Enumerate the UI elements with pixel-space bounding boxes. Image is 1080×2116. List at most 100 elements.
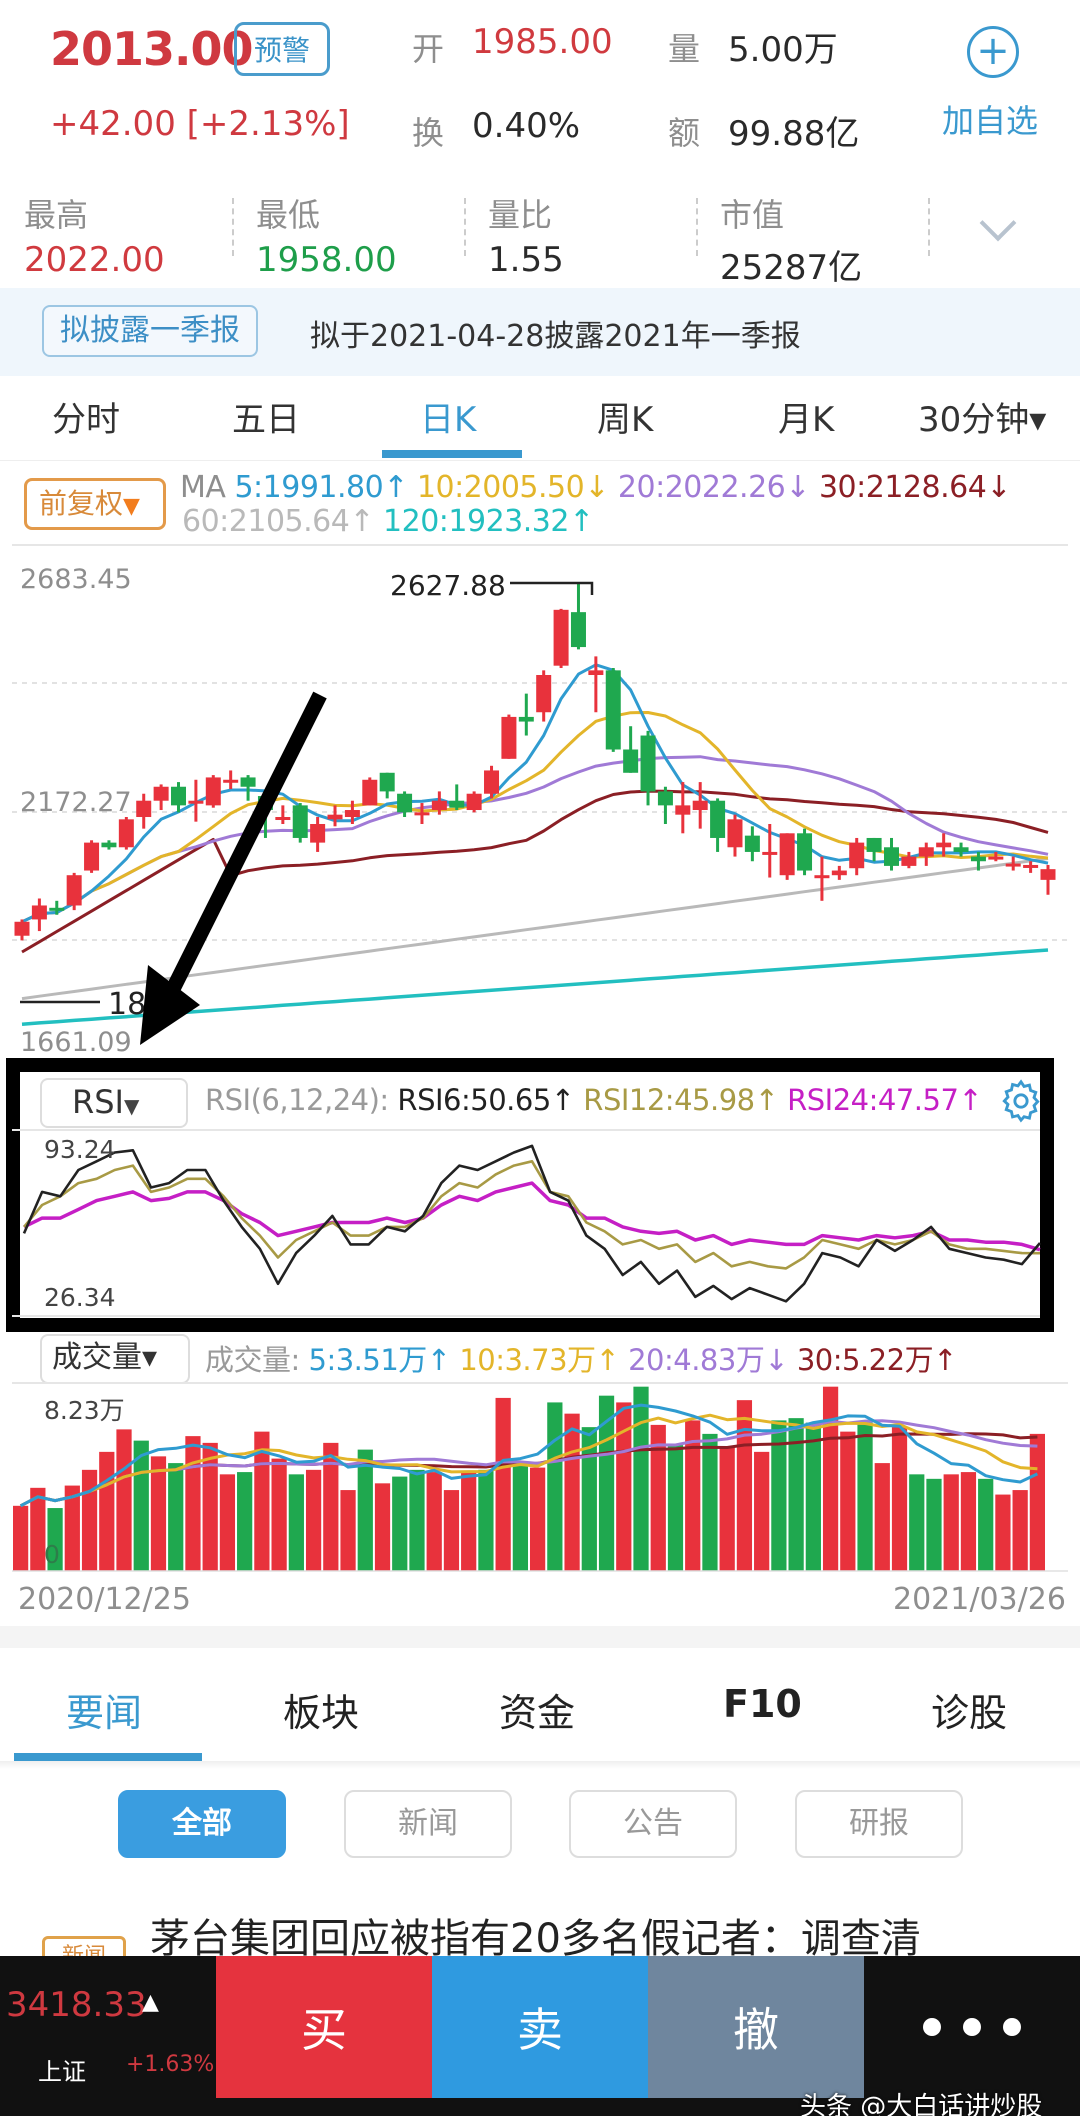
indicator-select-rsi[interactable]: RSI▼ [40,1078,188,1128]
divider [464,198,466,256]
stat-value: 1.55 [488,240,564,280]
ma10-value: 10:2005.50↓ [416,470,609,505]
amount-label: 额 [668,114,701,152]
price-adjust-dropdown[interactable]: 前复权▼ [24,478,166,530]
tab-capital-flow[interactable]: 资金 [499,1691,576,1735]
tab-five-day[interactable]: 五日 [232,400,300,440]
filter-all[interactable]: 全部 [118,1790,286,1858]
vol-ma20-value: 20:4.83万↓ [628,1343,789,1377]
ma20-value: 20:2022.26↓ [617,470,810,505]
svg-text:2683.45: 2683.45 [20,564,132,595]
tab-f10[interactable]: F10 [723,1682,802,1726]
volume-prefix: 成交量: [205,1343,300,1377]
vol-ma30-value: 30:5.22万↑ [796,1343,958,1377]
watermark: 头条 @大白话讲炒股 [800,2092,1043,2116]
svg-text:0: 0 [44,1540,60,1569]
turnover-value: 0.40% [472,106,581,146]
svg-text:8.23万: 8.23万 [44,1396,125,1425]
indicator-select-label: RSI [72,1083,124,1121]
gear-icon[interactable] [998,1078,1044,1124]
price-adjust-label: 前复权 [39,487,124,520]
divider [928,198,930,256]
svg-text:1661.09: 1661.09 [20,1027,132,1058]
svg-text:26.34: 26.34 [44,1283,116,1312]
volume-chart[interactable]: 8.23万 0 [0,1382,1080,1583]
date-start: 2020/12/25 [18,1582,191,1617]
highlight-box [6,1058,1054,1332]
index-name[interactable]: 上证 [38,2058,86,2086]
tab-monthly-k[interactable]: 月K [778,400,835,440]
divider [696,198,698,256]
active-tab-indicator [382,450,522,458]
stat-label: 量比 [488,196,553,234]
ma30-value: 30:2128.64↓ [818,470,1011,505]
stat-value: 2022.00 [24,240,165,280]
buy-button[interactable]: 买 [216,1956,432,2098]
more-dot-icon [1003,2018,1021,2036]
stat-label: 市值 [720,196,785,234]
triangle-down-icon: ▼ [123,1094,140,1118]
stat-value: 1958.00 [256,240,397,280]
more-dot-icon [923,2018,941,2036]
volume-value: 5.00万 [728,30,838,70]
triangle-down-icon: ▼ [123,494,140,519]
divider [0,460,1080,461]
indicator-select-volume[interactable]: 成交量▾ [40,1334,190,1384]
ma-prefix: MA [180,470,226,505]
tab-sectors[interactable]: 板块 [283,1691,360,1735]
ma-legend-row2: 60:2105.64↑ 120:1923.32↑ [182,504,594,539]
more-button[interactable] [864,1956,1080,2098]
tab-diagnosis[interactable]: 诊股 [931,1691,1008,1735]
sell-button[interactable]: 卖 [432,1956,648,2098]
rsi6-value: RSI6:50.65↑ [397,1083,575,1117]
stat-high: 最高 2022.00 [24,190,165,280]
chevron-down-icon[interactable] [979,204,1017,242]
turnover-label: 换 [412,114,445,152]
rsi-params: RSI(6,12,24): [205,1083,389,1117]
svg-text:2172.27: 2172.27 [20,787,132,818]
filter-research[interactable]: 研报 [795,1790,963,1858]
rsi24-value: RSI24:47.57↑ [787,1083,983,1117]
ma120-value: 120:1923.32↑ [383,504,594,539]
divider [232,198,234,256]
notice-text[interactable]: 拟于2021-04-28披露2021年一季报 [310,319,801,354]
volume-label: 量 [668,30,701,68]
vol-ma10-value: 10:3.73万↑ [459,1343,620,1377]
index-value[interactable]: 3418.33 [6,1985,147,2025]
rsi-legend: RSI(6,12,24): RSI6:50.65↑ RSI12:45.98↑ R… [205,1083,983,1117]
tab-weekly-k[interactable]: 周K [597,400,654,440]
price-change: +42.00 [+2.13%] [50,104,350,144]
ma60-value: 60:2105.64↑ [182,504,374,539]
stat-label: 最低 [256,196,321,234]
svg-text:93.24: 93.24 [44,1135,116,1164]
open-value: 1985.00 [472,22,613,62]
news-headline[interactable]: 茅台集团回应被指有20多名假记者：调查清 [150,1916,921,1962]
stat-volume-ratio: 量比 1.55 [488,190,564,280]
rsi-chart[interactable]: 93.24 26.34 [0,1129,1080,1330]
stat-low: 最低 1958.00 [256,190,397,280]
filter-news[interactable]: 新闻 [344,1790,512,1858]
index-change: +1.63% [126,2052,215,2077]
filter-announcements[interactable]: 公告 [569,1790,737,1858]
active-tab-indicator [14,1753,202,1761]
ma-legend-row1: MA 5:1991.80↑ 10:2005.50↓ 20:2022.26↓ 30… [180,470,1011,505]
date-end: 2021/03/26 [893,1582,1066,1617]
rsi12-value: RSI12:45.98↑ [583,1083,779,1117]
current-price: 2013.00 [50,22,254,76]
cancel-order-button[interactable]: 撤 [648,1956,864,2098]
ma5-value: 5:1991.80↑ [234,470,408,505]
stat-market-cap: 市值 25287亿 [720,190,862,289]
tab-daily-k[interactable]: 日K [420,400,477,440]
section-divider [0,1626,1080,1648]
divider [0,1761,1080,1769]
tab-intraday[interactable]: 分时 [52,400,120,440]
add-favorite-button[interactable]: 加自选 [942,102,1039,140]
volume-legend: 成交量: 5:3.51万↑ 10:3.73万↑ 20:4.83万↓ 30:5.2… [205,1337,957,1379]
add-favorite-plus-icon[interactable]: + [967,26,1019,78]
tab-30min-dropdown[interactable]: 30分钟▾ [918,400,1047,440]
notice-tag[interactable]: 拟披露一季报 [42,305,258,357]
price-alert-button[interactable]: 预警 [234,22,330,76]
tab-headlines[interactable]: 要闻 [66,1691,143,1735]
amount-value: 99.88亿 [728,114,860,154]
